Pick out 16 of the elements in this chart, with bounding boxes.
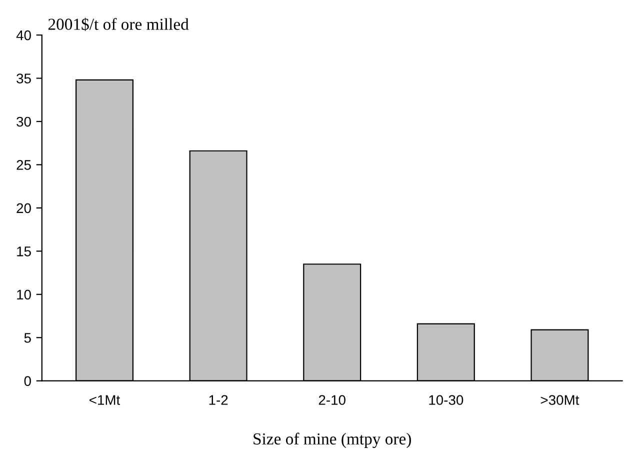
y-tick-label: 35 <box>16 74 31 84</box>
x-tick-label: 10-30 <box>429 395 464 405</box>
x-tick-label: 1-2 <box>209 395 228 405</box>
y-tick-label: 10 <box>17 290 31 300</box>
x-tick-label: 2-10 <box>318 395 346 405</box>
y-tick-label: 40 <box>16 30 31 40</box>
y-axis-title: 2001$/t of ore milled <box>48 18 189 32</box>
y-tick-label: 5 <box>24 333 31 343</box>
x-tick-label: >30Mt <box>540 395 580 405</box>
y-tick-label: 20 <box>16 203 31 214</box>
y-tick-label: 0 <box>24 376 31 386</box>
y-tick-label: 30 <box>16 116 31 127</box>
x-tick-label: <1Mt <box>90 395 120 405</box>
y-tick-label: 15 <box>17 246 31 256</box>
x-axis-title: Size of mine (mtpy ore) <box>254 432 411 448</box>
y-tick-label: 25 <box>16 160 31 170</box>
